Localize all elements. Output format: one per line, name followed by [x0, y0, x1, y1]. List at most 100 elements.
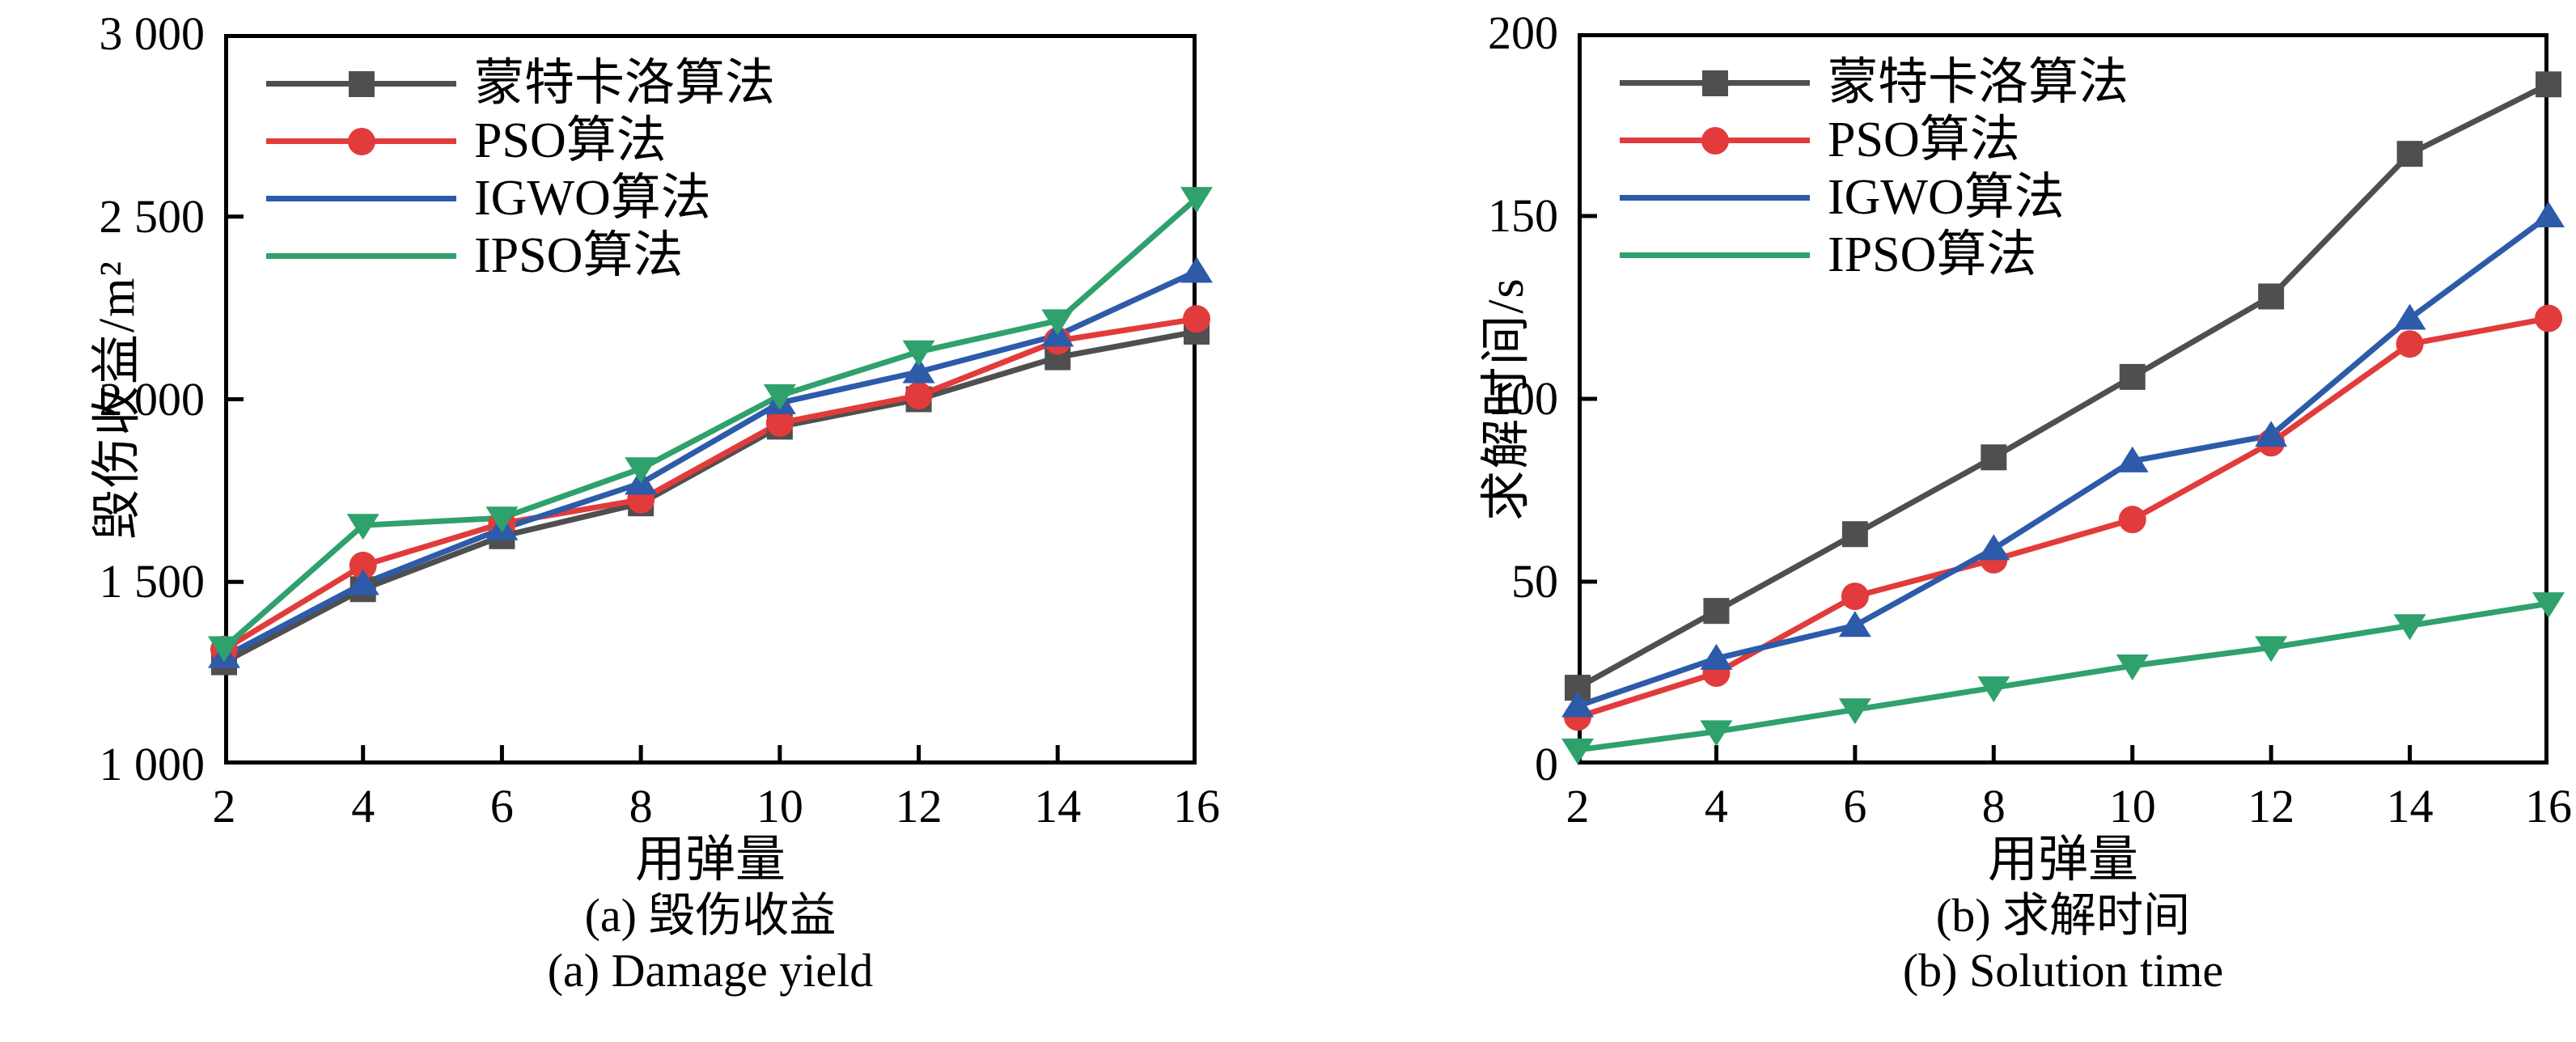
- data-point-marker: [765, 409, 794, 437]
- y-tick-label: 1 500: [99, 555, 205, 608]
- data-point-marker: [2396, 141, 2423, 167]
- legend-sample-line: [1620, 227, 1810, 284]
- x-tick-label: 14: [2386, 780, 2434, 832]
- x-axis-title-solution-time: 用弹量: [1987, 832, 2138, 887]
- x-tick-label: 2: [212, 780, 236, 832]
- x-tick-label: 4: [351, 780, 375, 832]
- data-point-marker: [2116, 446, 2149, 472]
- x-tick-label: 2: [1566, 780, 1590, 832]
- data-point-marker: [2255, 421, 2288, 447]
- x-tick-label: 16: [1173, 780, 1220, 832]
- data-point-marker: [2535, 304, 2562, 333]
- data-point-marker: [1981, 444, 2007, 471]
- legend-sample-line: [266, 55, 456, 112]
- x-tick-label: 12: [2248, 780, 2295, 832]
- caption-en-damage-yield: (a) Damage yield: [547, 944, 874, 997]
- y-tick-label: 150: [1488, 189, 1558, 242]
- data-point-marker: [2396, 330, 2424, 358]
- data-point-marker: [485, 506, 519, 533]
- data-point-marker: [902, 357, 935, 383]
- y-tick-label: 2 000: [99, 372, 205, 426]
- legend-sample-line: [266, 112, 456, 170]
- square-marker-icon: [1701, 70, 1728, 96]
- caption-zh-damage-yield: (a) 毁伤收益: [584, 889, 837, 942]
- y-tick-label: 2 500: [99, 189, 205, 243]
- x-tick-label: 8: [629, 780, 653, 832]
- plot-area-damage-yield: [224, 34, 1197, 765]
- legend-item: PSO算法: [1620, 112, 2129, 169]
- data-point-marker: [1841, 582, 1869, 611]
- data-point-marker: [1561, 691, 1594, 718]
- legend-sample-line: [1620, 54, 1810, 112]
- legend-line: [266, 196, 456, 201]
- circle-marker-icon: [347, 127, 375, 155]
- data-point-marker: [2116, 654, 2149, 680]
- data-point-marker: [1700, 643, 1733, 670]
- y-tick-label: 200: [1488, 6, 1558, 59]
- x-tick-label: 8: [1981, 780, 2006, 832]
- y-tick-label: 3 000: [99, 7, 205, 60]
- legend-item: 蒙特卡洛算法: [1620, 54, 2129, 112]
- series-line: [1574, 81, 2552, 691]
- legend-label: IGWO算法: [474, 171, 711, 226]
- series-line: [221, 316, 1200, 653]
- data-point-marker: [2393, 614, 2426, 641]
- legend-label: 蒙特卡洛算法: [1828, 55, 2129, 110]
- legend-line: [1620, 252, 1810, 258]
- legend-line: [1620, 195, 1810, 201]
- x-axis-title-damage-yield: 用弹量: [634, 832, 786, 887]
- data-point-marker: [1041, 309, 1074, 336]
- legend-label: PSO算法: [474, 113, 667, 168]
- data-point-marker: [1700, 720, 1733, 747]
- data-point-marker: [1180, 256, 1213, 283]
- data-point-marker: [349, 551, 377, 579]
- data-point-marker: [2258, 283, 2285, 310]
- data-point-marker: [625, 457, 658, 484]
- series-line: [221, 268, 1200, 660]
- series-line: [221, 328, 1200, 666]
- data-point-marker: [1703, 598, 1730, 625]
- data-point-marker: [905, 381, 933, 409]
- legend-sample-line: [266, 170, 456, 227]
- series-canvas-damage-yield: [208, 187, 1213, 765]
- data-point-marker: [2393, 303, 2426, 330]
- series-line: [221, 195, 1200, 651]
- series-line: [1574, 600, 2552, 753]
- legend-line: [266, 253, 456, 259]
- legend-label: IPSO算法: [474, 228, 684, 283]
- data-point-marker: [2536, 71, 2561, 98]
- data-point-marker: [2532, 592, 2565, 619]
- x-tick-label: 16: [2525, 780, 2572, 832]
- data-point-marker: [1561, 738, 1594, 765]
- legend-label: PSO算法: [1828, 112, 2020, 167]
- legend-item: IGWO算法: [1620, 169, 2129, 227]
- legend-sample-line: [266, 227, 456, 285]
- y-tick-label: 1 000: [99, 738, 205, 790]
- legend-label: 蒙特卡洛算法: [474, 56, 776, 111]
- data-point-marker: [208, 636, 240, 663]
- circle-marker-icon: [1701, 126, 1729, 155]
- data-point-marker: [346, 514, 379, 540]
- x-tick-label: 4: [1704, 780, 1728, 832]
- y-tick-label: 50: [1511, 555, 1558, 608]
- data-point-marker: [1180, 187, 1213, 214]
- legend-solution-time: 蒙特卡洛算法 PSO算法 IGWO算法 IPSO算法: [1620, 54, 2129, 284]
- legend-sample-line: [1620, 112, 1810, 169]
- data-point-marker: [2119, 363, 2146, 390]
- legend-item: IPSO算法: [266, 227, 775, 285]
- y-tick-label: 100: [1488, 372, 1558, 425]
- caption-en-solution-time: (b) Solution time: [1902, 944, 2224, 997]
- x-tick-label: 6: [1843, 780, 1867, 832]
- data-point-marker: [763, 383, 796, 410]
- series-line: [1574, 213, 2552, 709]
- data-point-marker: [1977, 534, 2010, 561]
- x-tick-label: 10: [756, 780, 803, 832]
- series-line: [1574, 316, 2552, 720]
- legend-sample-line: [1620, 169, 1810, 227]
- data-point-marker: [346, 569, 379, 595]
- data-point-marker: [1183, 305, 1210, 333]
- legend-item: 蒙特卡洛算法: [266, 55, 775, 112]
- x-tick-label: 14: [1034, 780, 1082, 832]
- x-tick-label: 10: [2108, 780, 2156, 832]
